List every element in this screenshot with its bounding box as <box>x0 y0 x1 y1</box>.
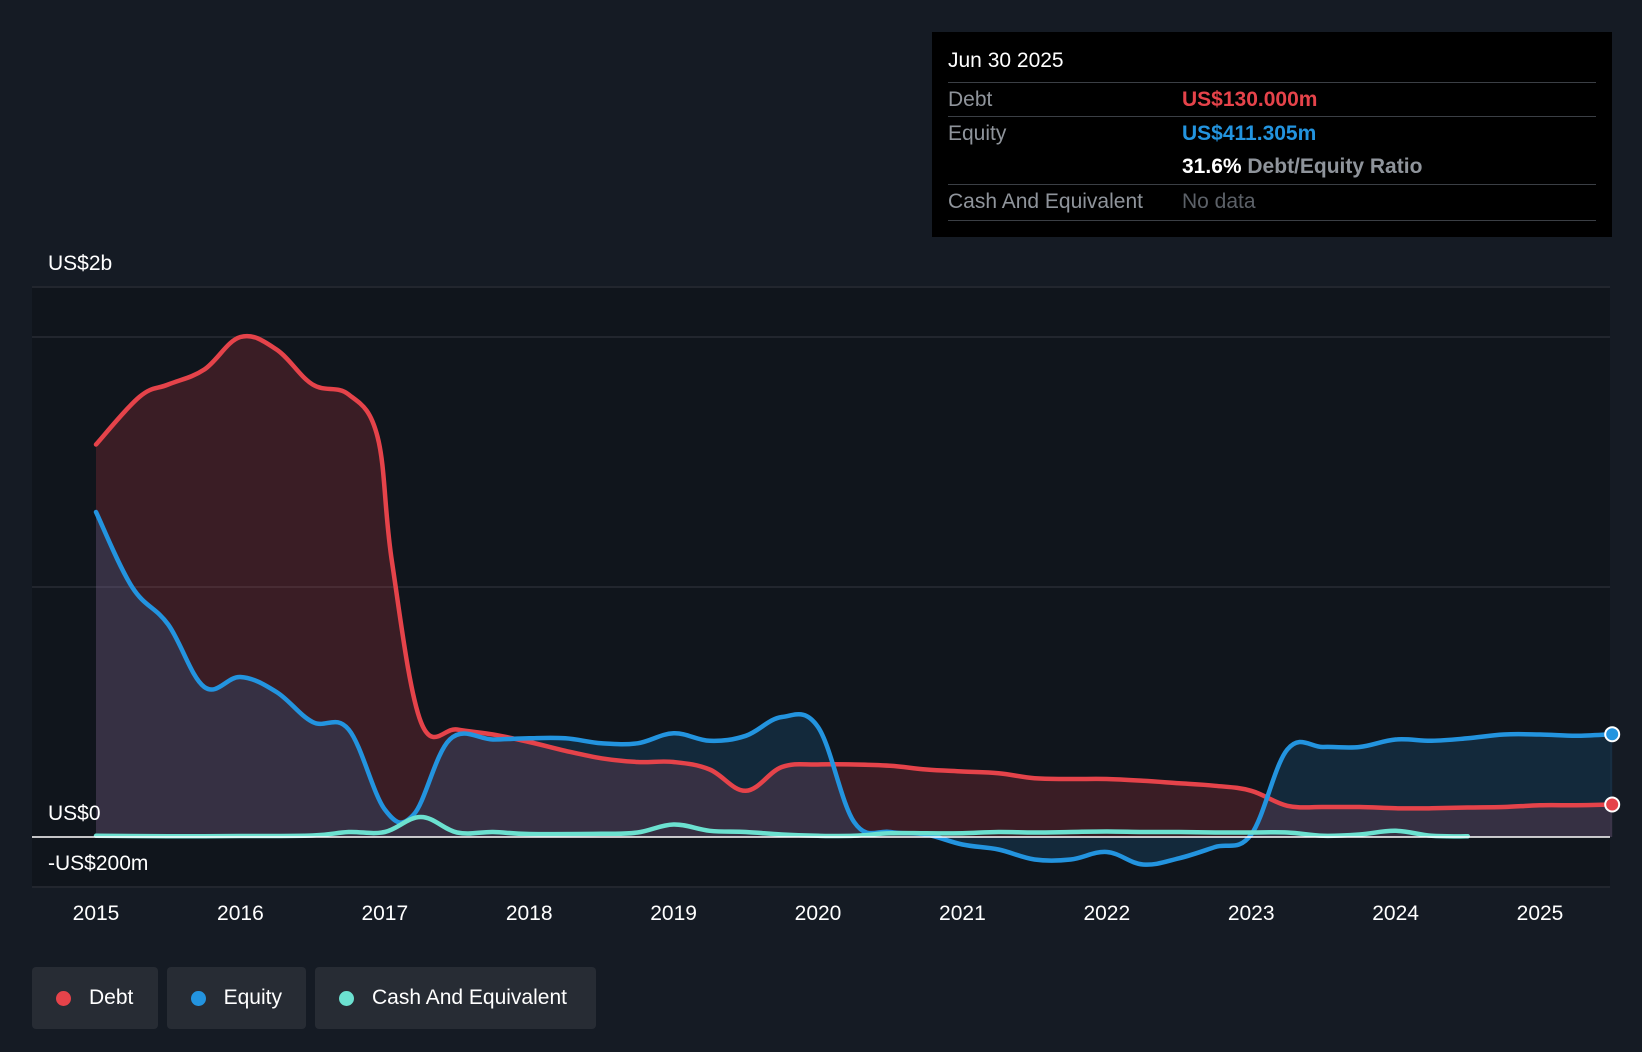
legend-debt-label: Debt <box>89 986 134 1009</box>
x-tick-label-2018: 2018 <box>506 902 553 925</box>
legend-item-debt[interactable]: Debt <box>32 967 158 1029</box>
x-tick-label-2023: 2023 <box>1228 902 1275 925</box>
tooltip-cash-label: Cash And Equivalent <box>948 190 1143 213</box>
line-debt <box>93 333 1615 811</box>
series-lines <box>93 333 1615 867</box>
legend-dot-equity-icon <box>191 990 206 1006</box>
tooltip-cash-value: No data <box>1182 190 1256 213</box>
x-tick-label-2025: 2025 <box>1517 902 1564 925</box>
series-endpoints <box>1604 726 1621 813</box>
series-areas <box>96 336 1613 865</box>
tooltip-row-ratio: 31.6% Debt/Equity Ratio <box>948 150 1596 184</box>
tooltip-equity-value: US$411.305m <box>1182 122 1317 145</box>
tooltip-date: Jun 30 2025 <box>948 49 1064 72</box>
legend-equity-label: Equity <box>223 986 282 1009</box>
x-tick-label-2016: 2016 <box>217 902 264 925</box>
tooltip-ratio-label: Debt/Equity Ratio <box>1247 155 1423 178</box>
x-tick-label-2020: 2020 <box>795 902 842 925</box>
line-equity <box>93 509 1615 867</box>
gridlines <box>32 286 1610 888</box>
tooltip-panel: Jun 30 2025 Debt US$130.000m Equity US$4… <box>932 32 1612 237</box>
legend-cash-label: Cash And Equivalent <box>372 986 567 1009</box>
endpoint-debt <box>1604 796 1621 813</box>
y-axis-label-top: US$2b <box>48 252 112 275</box>
x-tick-label-2015: 2015 <box>73 902 120 925</box>
legend-item-equity[interactable]: Equity <box>167 967 306 1029</box>
area-equity <box>96 512 1613 865</box>
y-axis-label-bottom: -US$200m <box>48 852 148 875</box>
legend-item-cash[interactable]: Cash And Equivalent <box>315 967 596 1029</box>
tooltip-equity-label: Equity <box>948 122 1007 145</box>
legend-dot-cash-icon <box>339 990 354 1006</box>
x-tick-label-2019: 2019 <box>650 902 697 925</box>
tooltip-divider <box>948 220 1596 221</box>
legend-dot-debt-icon <box>56 990 71 1006</box>
tooltip-row-debt: Debt US$130.000m <box>948 82 1596 117</box>
x-tick-label-2022: 2022 <box>1083 902 1130 925</box>
endpoint-equity <box>1604 726 1621 743</box>
x-tick-label-2024: 2024 <box>1372 902 1419 925</box>
tooltip-ratio-value: 31.6% <box>1182 155 1242 178</box>
tooltip-debt-value: US$130.000m <box>1182 88 1318 111</box>
y-axis-label-zero: US$0 <box>48 802 101 825</box>
tooltip-debt-label: Debt <box>948 88 993 111</box>
tooltip-row-cash: Cash And Equivalent No data <box>948 184 1596 219</box>
x-tick-label-2021: 2021 <box>939 902 986 925</box>
line-cash-and-equivalent <box>93 814 1471 839</box>
legend: Debt Equity Cash And Equivalent <box>32 967 596 1029</box>
area-debt <box>96 336 1613 837</box>
x-tick-label-2017: 2017 <box>361 902 408 925</box>
tooltip-row-equity: Equity US$411.305m <box>948 116 1596 151</box>
tooltip-ratio: 31.6% Debt/Equity Ratio <box>1182 155 1422 179</box>
x-axis-ticks: 2015 2016 2017 2018 2019 2020 2021 2022 2023 2024… <box>73 902 1564 925</box>
